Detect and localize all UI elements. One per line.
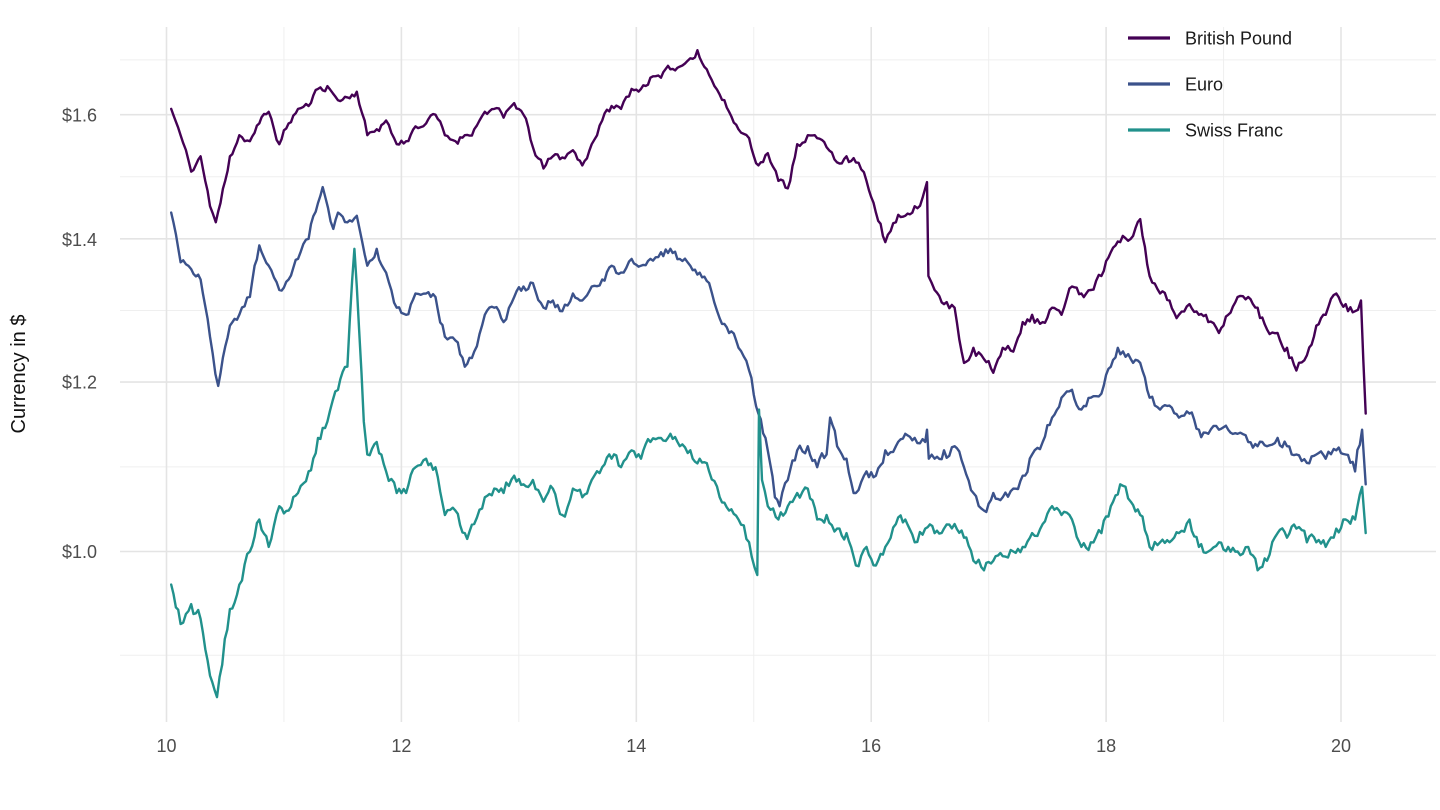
legend: British Pound Euro Swiss Franc [1128,29,1292,141]
legend-item: British Pound [1128,29,1292,49]
x-axis: 10 12 14 16 18 20 [156,736,1351,756]
legend-item: Swiss Franc [1128,121,1283,141]
y-tick-label: $1.2 [62,373,97,393]
y-tick-label: $1.4 [62,230,97,250]
x-tick-label: 14 [626,736,646,756]
legend-label: Euro [1185,75,1223,95]
legend-label: British Pound [1185,29,1292,49]
x-tick-label: 16 [861,736,881,756]
legend-item: Euro [1128,75,1223,95]
x-tick-label: 10 [156,736,176,756]
y-tick-label: $1.6 [62,106,97,126]
legend-label: Swiss Franc [1185,121,1283,141]
y-axis: $1.0 $1.2 $1.4 $1.6 [62,106,97,563]
y-axis-title: Currency in $ [8,315,30,434]
x-tick-label: 20 [1331,736,1351,756]
series-line [169,247,1367,699]
x-tick-label: 12 [391,736,411,756]
series-line [169,49,1367,415]
y-tick-label: $1.0 [62,542,97,562]
series-lines [169,49,1367,699]
x-tick-label: 18 [1096,736,1116,756]
series-line [169,185,1367,514]
